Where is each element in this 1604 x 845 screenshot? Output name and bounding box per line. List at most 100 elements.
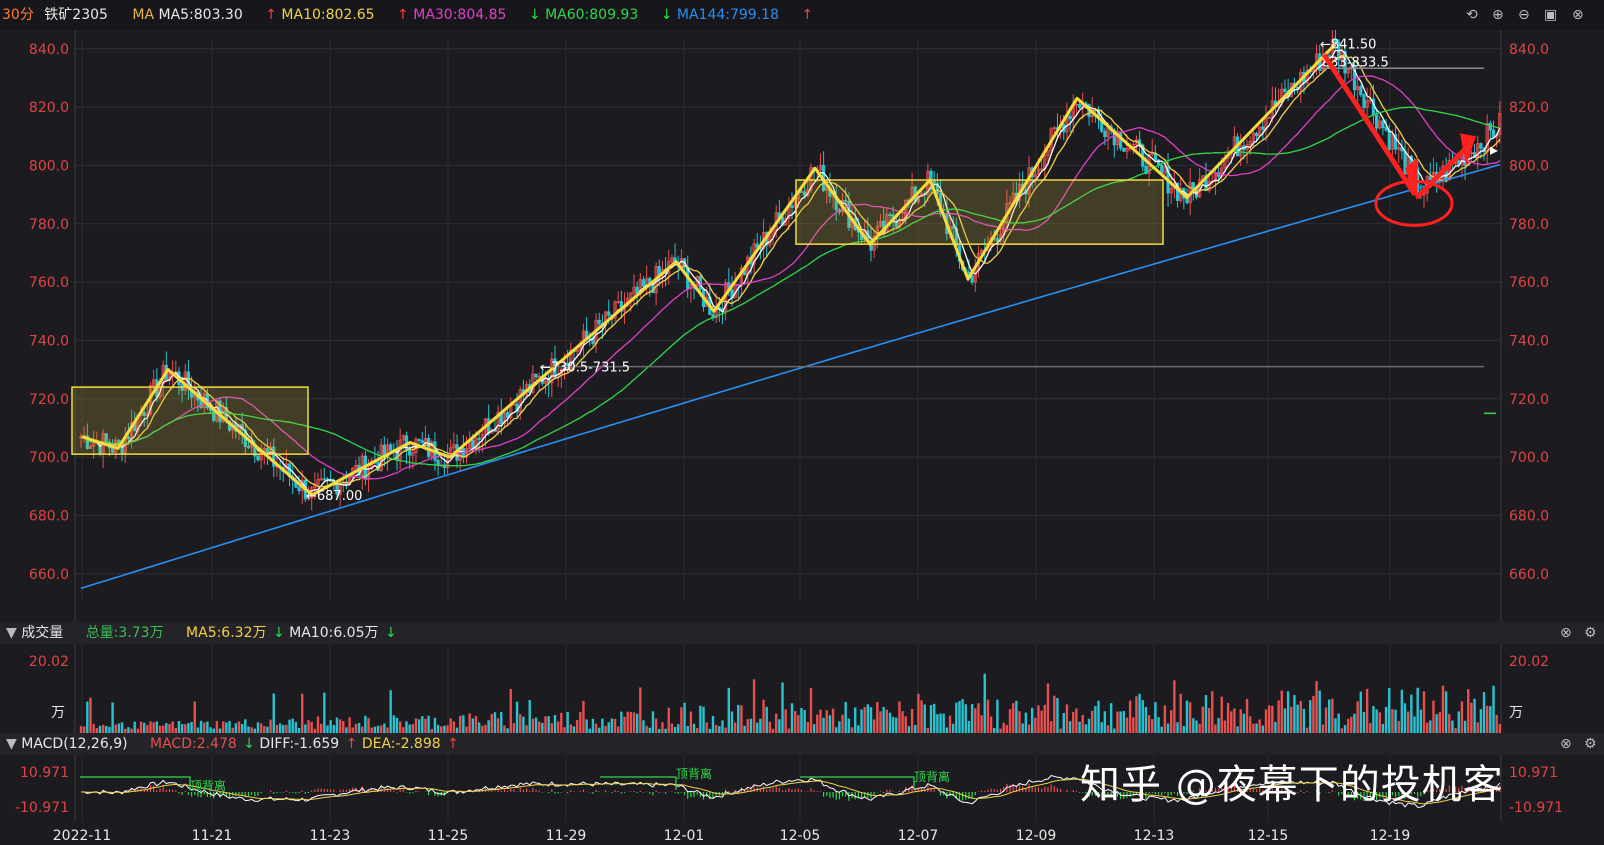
volume-bar xyxy=(822,717,825,733)
volume-bar xyxy=(269,719,272,733)
volume-bar xyxy=(446,725,449,733)
zoom-in-icon[interactable]: ⊕ xyxy=(1492,7,1504,23)
volume-bar xyxy=(920,700,923,733)
volume-bar xyxy=(105,725,108,733)
volume-bar xyxy=(101,724,105,733)
layout-icon[interactable]: ▣ xyxy=(1544,7,1558,23)
volume-bar xyxy=(373,726,377,733)
candle xyxy=(436,459,440,466)
volume-bar xyxy=(187,723,190,733)
volume-bar xyxy=(512,723,516,733)
volume-bar xyxy=(645,725,648,733)
volume-bar xyxy=(237,721,241,733)
close-icon[interactable]: ⊗ xyxy=(1560,736,1572,752)
candle xyxy=(505,412,510,418)
volume-bar xyxy=(250,727,253,733)
volume-bar xyxy=(863,707,866,733)
volume-bar xyxy=(424,718,427,733)
settings-icon[interactable]: ⚙ xyxy=(1584,625,1597,641)
volume-bar xyxy=(1103,711,1107,733)
symbol-label[interactable]: 铁矿2305 xyxy=(44,7,108,23)
volume-bar xyxy=(563,727,566,733)
volume-bar xyxy=(1160,726,1163,733)
volume-bar xyxy=(765,706,768,733)
volume-bar xyxy=(857,725,860,733)
volume-bar xyxy=(575,719,579,733)
collapse-icon[interactable]: ▼ xyxy=(6,625,17,641)
candle xyxy=(1387,129,1391,150)
collapse-icon[interactable]: ▼ xyxy=(6,736,17,752)
volume-bar xyxy=(1365,688,1369,733)
settings-icon[interactable]: ⚙ xyxy=(1584,736,1597,752)
volume-bar xyxy=(756,722,759,733)
candle xyxy=(790,205,794,208)
macd-top-label-right: 10.971 xyxy=(1509,765,1558,781)
volume-bar xyxy=(380,725,383,733)
volume-bar xyxy=(1217,718,1220,733)
volume-bar xyxy=(1274,721,1277,733)
volume-bar xyxy=(541,722,544,733)
candle xyxy=(1362,94,1366,108)
volume-bar xyxy=(120,722,124,733)
volume-bar xyxy=(383,723,386,733)
candle xyxy=(1283,88,1287,93)
volume-bar xyxy=(364,715,367,733)
candle xyxy=(272,446,276,467)
y-tick-label-left: 740.0 xyxy=(29,333,69,349)
candle xyxy=(1267,117,1271,119)
zoom-out-icon[interactable]: ⊖ xyxy=(1518,7,1530,23)
candle xyxy=(88,445,93,449)
candle xyxy=(306,497,311,500)
volume-bar xyxy=(1043,704,1046,733)
undo-icon[interactable]: ⟲ xyxy=(1466,7,1478,23)
volume-bar xyxy=(1321,724,1325,733)
candle xyxy=(818,164,823,171)
volume-bar xyxy=(1416,687,1419,733)
volume-bar xyxy=(967,720,971,733)
volume-bar xyxy=(414,718,418,733)
volume-bar xyxy=(816,714,819,733)
volume-bar xyxy=(1192,718,1195,733)
volume-bar xyxy=(914,725,917,733)
volume-bar xyxy=(1277,700,1280,733)
volume-bar xyxy=(951,723,955,733)
volume-bar xyxy=(294,721,298,733)
volume-bar xyxy=(152,722,155,733)
period-label[interactable]: 30分 xyxy=(2,7,34,23)
candle xyxy=(809,167,813,191)
volume-bar xyxy=(285,724,288,733)
volume-bar xyxy=(1362,712,1366,733)
volume-bar xyxy=(307,720,310,733)
volume-bar xyxy=(800,708,803,733)
volume-bar xyxy=(1204,695,1208,733)
volume-title: 成交量 xyxy=(21,625,64,641)
price-pointer-icon xyxy=(1490,146,1498,155)
candle xyxy=(1261,126,1265,130)
volume-bar xyxy=(1479,709,1483,733)
volume-bar xyxy=(1444,691,1448,733)
volume-bar xyxy=(108,726,111,733)
x-tick-label: 12-01 xyxy=(664,828,705,844)
close-icon[interactable]: ⊗ xyxy=(1560,625,1572,641)
volume-bar xyxy=(1280,690,1283,733)
volume-bar xyxy=(1081,714,1084,733)
volume-bar xyxy=(1230,711,1233,733)
volume-bar xyxy=(958,701,961,733)
volume-bar xyxy=(1059,728,1062,733)
volume-bar xyxy=(699,705,702,733)
macd-bottom-label-right: -10.971 xyxy=(1509,800,1563,816)
volume-bar xyxy=(923,704,926,733)
candle xyxy=(496,411,500,432)
volume-bar xyxy=(89,697,92,733)
volume-bar xyxy=(1422,691,1426,733)
volume-bar xyxy=(547,716,550,733)
volume-bar xyxy=(357,723,361,733)
volume-bar xyxy=(689,711,693,733)
volume-bar xyxy=(443,725,446,733)
volume-bar xyxy=(282,724,285,733)
candle xyxy=(1144,165,1148,174)
dea-value: DEA:-2.898 xyxy=(361,736,441,752)
candle xyxy=(297,486,301,492)
candle xyxy=(689,284,693,290)
close-icon[interactable]: ⊗ xyxy=(1572,7,1584,23)
